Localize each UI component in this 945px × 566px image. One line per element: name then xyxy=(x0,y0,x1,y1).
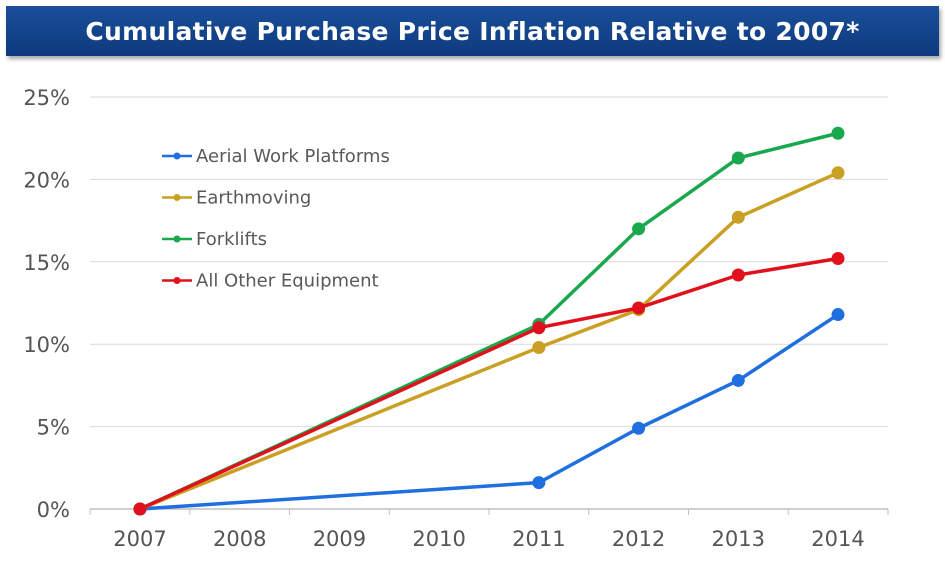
data-point xyxy=(831,252,845,266)
legend-swatch-marker xyxy=(173,277,181,284)
data-point xyxy=(731,268,745,282)
data-point xyxy=(831,308,845,322)
x-tick-label: 2009 xyxy=(313,527,366,551)
data-point xyxy=(632,301,646,315)
y-tick-label: 0% xyxy=(37,498,70,522)
legend-label: All Other Equipment xyxy=(196,271,379,292)
series-line xyxy=(139,171,839,511)
y-tick-label: 25% xyxy=(23,86,70,110)
legend-label: Forklifts xyxy=(196,229,267,250)
x-tick-label: 2013 xyxy=(712,527,765,551)
legend-swatch-marker xyxy=(173,235,181,243)
data-point xyxy=(831,126,845,140)
data-point xyxy=(731,210,745,224)
x-tick-label: 2012 xyxy=(612,527,665,551)
x-tick-label: 2008 xyxy=(213,527,266,551)
x-tick-label: 2007 xyxy=(113,527,166,551)
legend-label: Earthmoving xyxy=(196,188,311,209)
y-tick-label: 5% xyxy=(37,416,70,440)
legend-swatch-marker xyxy=(173,152,181,160)
data-point xyxy=(532,321,546,335)
data-point xyxy=(632,222,646,236)
y-tick-label: 15% xyxy=(23,251,70,275)
y-tick-label: 10% xyxy=(23,333,70,357)
data-point xyxy=(532,476,546,490)
data-point xyxy=(532,340,546,354)
x-tick-label: 2010 xyxy=(412,527,465,551)
data-point xyxy=(632,421,646,435)
legend-swatch-marker xyxy=(173,194,181,201)
chart-title: Cumulative Purchase Price Inflation Rela… xyxy=(85,16,860,46)
x-tick-label: 2014 xyxy=(811,527,864,551)
y-tick-label: 20% xyxy=(23,168,70,192)
x-tick-label: 2011 xyxy=(512,527,565,551)
data-point xyxy=(133,502,147,516)
data-point xyxy=(731,373,745,387)
data-point xyxy=(831,166,845,180)
legend-label: Aerial Work Platforms xyxy=(196,146,390,167)
data-point xyxy=(731,151,745,165)
chart-title-bar: Cumulative Purchase Price Inflation Rela… xyxy=(6,6,939,56)
